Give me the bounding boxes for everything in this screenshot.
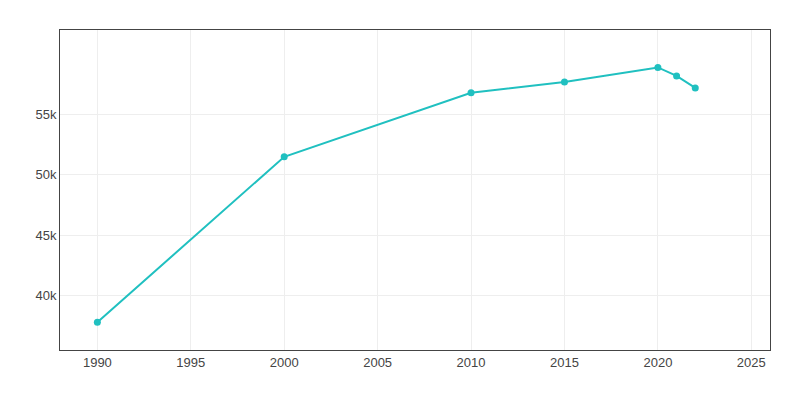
svg-text:2025: 2025 [737,355,766,370]
svg-text:40k: 40k [35,288,56,303]
svg-text:45k: 45k [35,228,56,243]
svg-text:2005: 2005 [363,355,392,370]
svg-text:50k: 50k [35,167,56,182]
svg-text:2000: 2000 [270,355,299,370]
svg-text:2020: 2020 [643,355,672,370]
svg-text:2015: 2015 [550,355,579,370]
svg-text:2010: 2010 [457,355,486,370]
svg-text:55k: 55k [35,107,56,122]
svg-text:1990: 1990 [83,355,112,370]
svg-text:1995: 1995 [176,355,205,370]
